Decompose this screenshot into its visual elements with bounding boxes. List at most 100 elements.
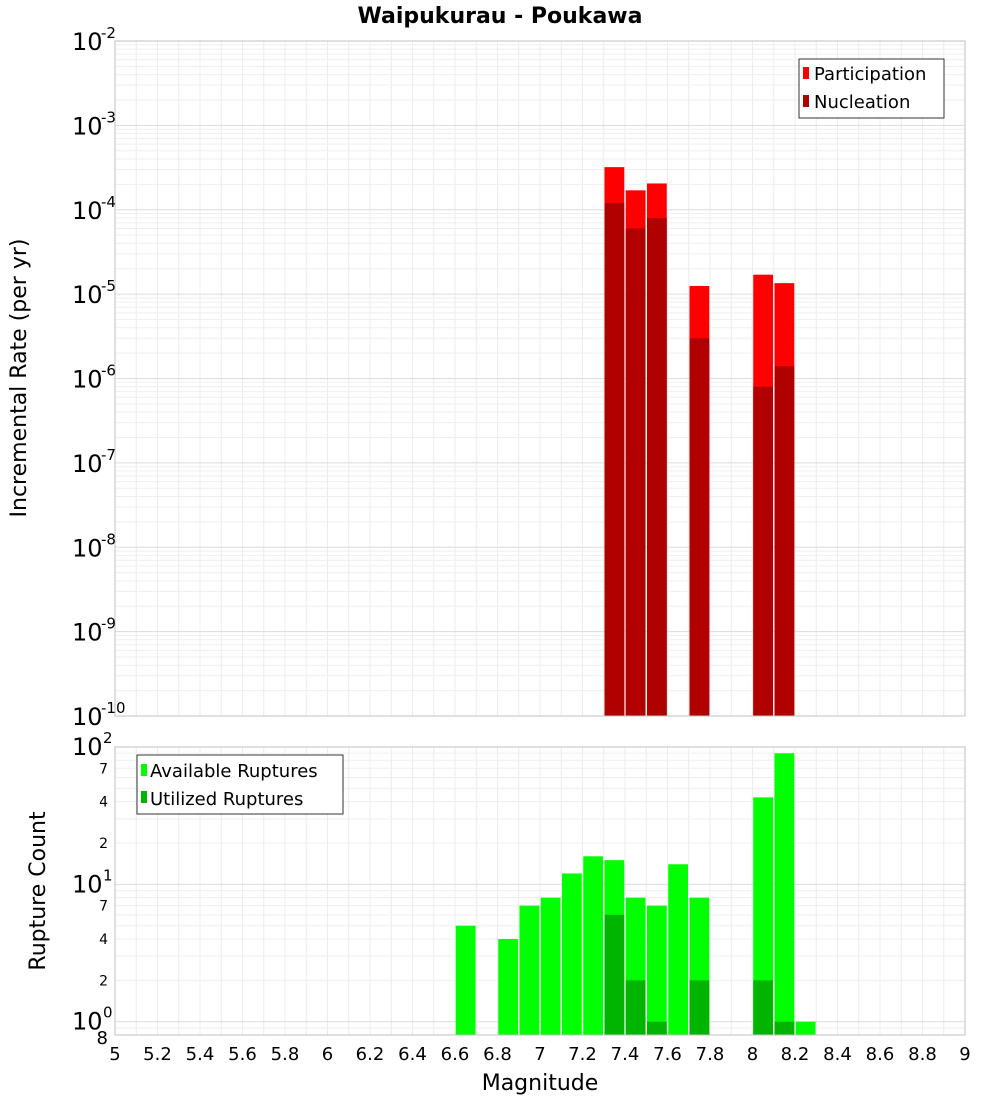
available-legend-label: Available Ruptures [150, 761, 318, 782]
magnitude-x-tick-label: 8.4 [823, 1044, 852, 1065]
rate-y-tick-exponent: -6 [101, 362, 116, 380]
nucleation-legend-swatch [803, 95, 809, 107]
participation-legend-swatch [803, 67, 809, 79]
utilized-legend-label: Utilized Ruptures [150, 789, 303, 810]
magnitude-x-ticks: 5 5.2 5.4 5.6 5.8 6 6.2 6.4 6.6 6.8 7 7.2 7.4 7.6 7.8 8… [109, 1044, 970, 1065]
magnitude-x-tick-label: 8.6 [866, 1044, 895, 1065]
rate-y-tick-base: 10 [72, 534, 103, 562]
magnitude-x-tick-label: 6.6 [441, 1044, 470, 1065]
rate-y-tick-base: 10 [72, 619, 103, 647]
rate-y-tick-base: 10 [72, 366, 103, 394]
magnitude-x-tick-label: 7.4 [611, 1044, 640, 1065]
available-rupture-bar [583, 856, 604, 1035]
rate-y-tick-base: 10 [72, 197, 103, 225]
magnitude-x-tick-label: 8.8 [908, 1044, 937, 1065]
rate-y-tick-exponent: -4 [101, 193, 116, 211]
x-axis-label: Magnitude [482, 1071, 599, 1096]
count-bars [455, 753, 816, 1035]
count-y-axis-label: Rupture Count [26, 811, 51, 971]
count-y-tick-exponent: 2 [103, 729, 113, 747]
participation-legend-label: Participation [814, 64, 926, 85]
rate-y-ticks: 10-210-310-410-510-610-710-810-910-10 [72, 24, 126, 731]
magnitude-x-tick-label: 9 [959, 1044, 970, 1065]
count-y-minor-tick-label: 2 [99, 973, 108, 989]
rate-y-tick-base: 10 [72, 450, 103, 478]
available-rupture-bar [540, 897, 561, 1035]
magnitude-x-tick-label: 5 [109, 1044, 120, 1065]
rate-y-tick-exponent: -10 [101, 699, 126, 717]
nucleation-legend-label: Nucleation [814, 92, 910, 113]
count-y-tick-base: 10 [72, 870, 103, 898]
magnitude-x-tick-label: 7.2 [568, 1044, 597, 1065]
available-rupture-bar [668, 864, 689, 1035]
available-rupture-bar [561, 873, 582, 1035]
rate-y-tick-exponent: -5 [101, 277, 116, 295]
rate-y-tick-exponent: -8 [101, 530, 116, 548]
available-rupture-bar [774, 753, 795, 1035]
available-rupture-bar [498, 939, 519, 1035]
count-plot-frame [114, 746, 966, 1036]
count-y-minor-tick-label: 4 [99, 932, 108, 948]
rate-y-tick-exponent: -3 [101, 108, 116, 126]
nucleation-bar [646, 217, 667, 716]
count-y-tick-exponent: 1 [103, 866, 113, 884]
rate-y-tick-base: 10 [72, 703, 103, 731]
utilized-legend-swatch [141, 791, 147, 803]
nucleation-bar [604, 203, 625, 716]
available-rupture-bar [753, 797, 774, 1035]
count-y-tick-base: 10 [72, 1008, 103, 1036]
rate-y-tick-exponent: -2 [101, 24, 116, 42]
count-legend-box [136, 754, 344, 815]
magnitude-x-tick-label: 8 [747, 1044, 758, 1065]
utilized-rupture-bar [774, 1021, 795, 1035]
nucleation-bar [753, 386, 774, 716]
count-y-minor-tick-label: 7 [99, 761, 108, 777]
magnitude-x-tick-label: 7.8 [696, 1044, 725, 1065]
magnitude-x-tick-label: 6.2 [356, 1044, 385, 1065]
available-rupture-bar [519, 905, 540, 1035]
rate-legend-box [798, 58, 945, 119]
rate-legend: Participation Nucleation [798, 58, 945, 119]
utilized-rupture-bar [753, 980, 774, 1035]
magnitude-x-tick-label: 8.2 [781, 1044, 810, 1065]
magnitude-x-tick-label: 7 [534, 1044, 545, 1065]
count-y-tick-base: 10 [72, 733, 103, 761]
rate-plot-frame [114, 40, 966, 717]
count-y-tick-exponent: 0 [103, 1004, 113, 1022]
magnitude-x-tick-label: 5.8 [271, 1044, 300, 1065]
rate-y-tick-exponent: -9 [101, 615, 116, 633]
magnitude-x-tick-label: 5.6 [228, 1044, 257, 1065]
magnitude-x-tick-label: 6 [322, 1044, 333, 1065]
rate-y-tick-base: 10 [72, 281, 103, 309]
nucleation-bar [774, 366, 795, 716]
available-rupture-bar [646, 905, 667, 1035]
count-y-minor-tick-label: 2 [99, 836, 108, 852]
available-rupture-bar [455, 925, 476, 1035]
rate-bars [604, 167, 795, 716]
magnitude-x-tick-label: 6.4 [398, 1044, 427, 1065]
magnitude-x-tick-label: 5.2 [143, 1044, 172, 1065]
utilized-rupture-bar [625, 980, 646, 1035]
count-y-minor-tick-label: 7 [99, 899, 108, 915]
utilized-rupture-bar [646, 1021, 667, 1035]
nucleation-bar [625, 228, 646, 716]
count-legend: Available Ruptures Utilized Ruptures [136, 754, 344, 815]
available-legend-swatch [141, 764, 147, 776]
available-rupture-bar [795, 1021, 816, 1035]
rate-y-axis-label: Incremental Rate (per yr) [7, 239, 32, 518]
rate-y-tick-base: 10 [72, 112, 103, 140]
utilized-rupture-bar [604, 914, 625, 1035]
rate-grid [114, 41, 966, 717]
utilized-rupture-bar [689, 980, 710, 1035]
rate-plot: 10-210-310-410-510-610-710-810-910-10 In… [7, 24, 966, 731]
count-y-minor-tick-label: 4 [99, 795, 108, 811]
magnitude-x-tick-label: 5.4 [186, 1044, 215, 1065]
rate-y-tick-base: 10 [72, 28, 103, 56]
magnitude-x-tick-label: 6.8 [483, 1044, 512, 1065]
chart-title: Waipukurau - Poukawa [358, 4, 643, 29]
nucleation-bar [689, 338, 710, 716]
magnitude-x-tick-label: 7.6 [653, 1044, 682, 1065]
